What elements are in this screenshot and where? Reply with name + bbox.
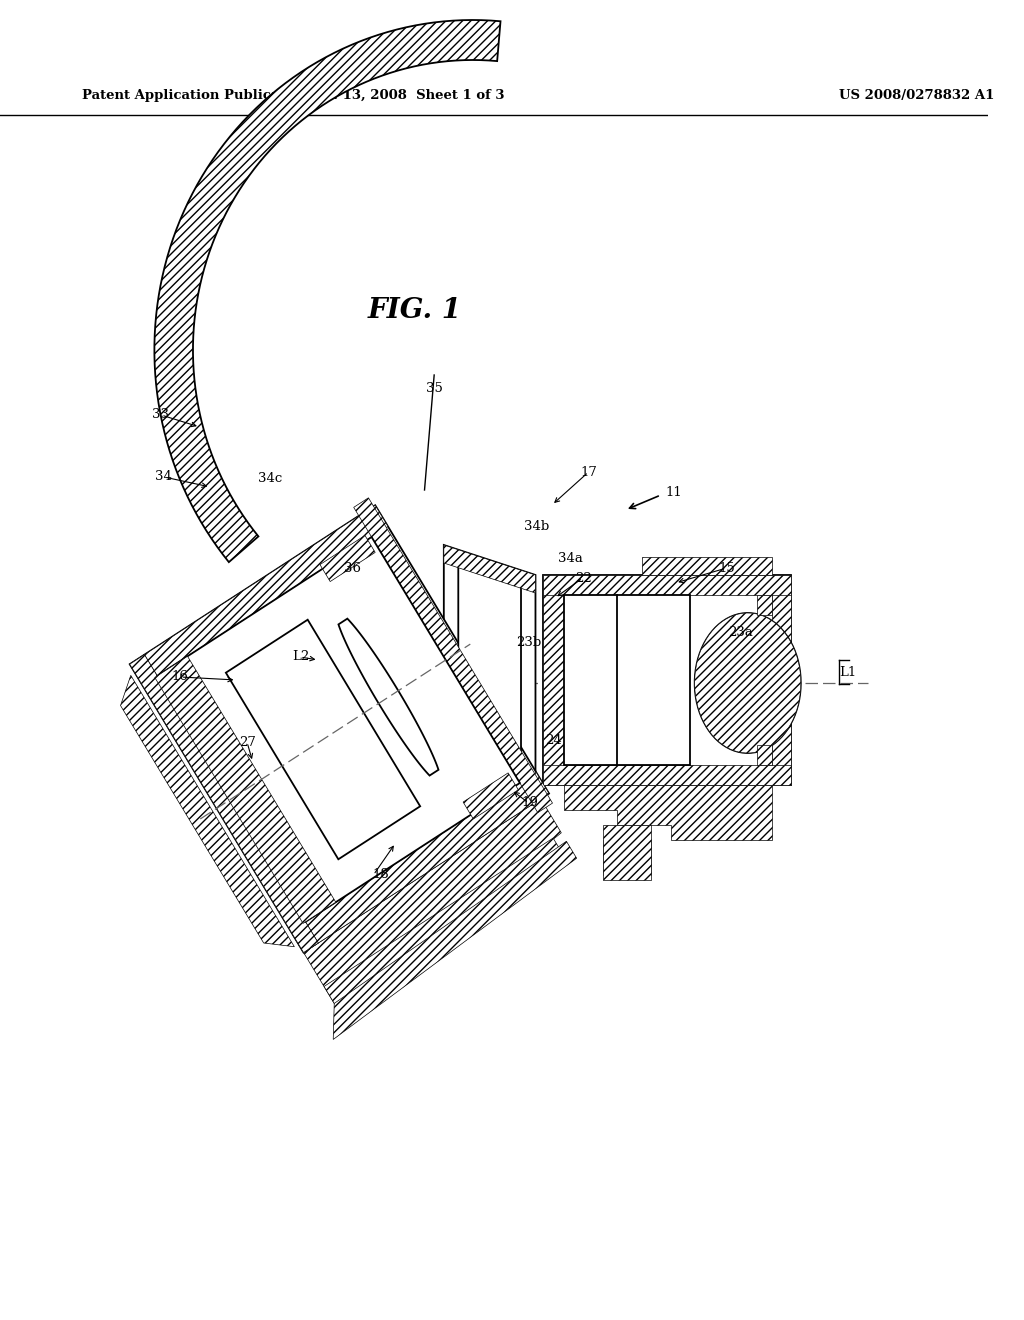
- Polygon shape: [443, 780, 536, 814]
- Polygon shape: [353, 498, 553, 813]
- Polygon shape: [130, 655, 318, 953]
- Text: 34c: 34c: [258, 471, 282, 484]
- Polygon shape: [543, 576, 792, 595]
- Polygon shape: [319, 536, 375, 582]
- Polygon shape: [443, 545, 536, 814]
- Text: 11: 11: [666, 487, 682, 499]
- Text: 23a: 23a: [728, 627, 754, 639]
- Text: FIG. 1: FIG. 1: [368, 297, 462, 323]
- Polygon shape: [543, 576, 564, 785]
- Text: 34a: 34a: [558, 553, 583, 565]
- Polygon shape: [463, 774, 518, 818]
- Polygon shape: [758, 595, 772, 615]
- Text: Patent Application Publication: Patent Application Publication: [82, 88, 309, 102]
- Polygon shape: [564, 785, 772, 840]
- Polygon shape: [543, 766, 792, 785]
- Polygon shape: [324, 838, 561, 1020]
- Text: Nov. 13, 2008  Sheet 1 of 3: Nov. 13, 2008 Sheet 1 of 3: [306, 88, 505, 102]
- Text: 33: 33: [152, 408, 169, 421]
- Text: 27: 27: [240, 735, 256, 748]
- Polygon shape: [130, 506, 549, 953]
- Polygon shape: [443, 545, 536, 593]
- Polygon shape: [772, 576, 792, 785]
- Text: 34: 34: [155, 470, 172, 483]
- Polygon shape: [543, 576, 792, 785]
- Polygon shape: [155, 656, 336, 924]
- Text: 17: 17: [581, 466, 598, 479]
- Polygon shape: [642, 557, 772, 576]
- Polygon shape: [155, 20, 501, 562]
- Polygon shape: [603, 840, 651, 875]
- Text: US 2008/0278832 A1: US 2008/0278832 A1: [840, 88, 994, 102]
- Text: 34b: 34b: [524, 520, 549, 533]
- Polygon shape: [158, 537, 520, 921]
- Text: L2: L2: [292, 651, 309, 664]
- Polygon shape: [459, 560, 521, 800]
- Text: 19: 19: [521, 796, 538, 809]
- Polygon shape: [339, 619, 438, 776]
- Polygon shape: [603, 825, 651, 880]
- Text: 18: 18: [373, 869, 389, 882]
- Text: 16: 16: [171, 671, 188, 684]
- Polygon shape: [758, 744, 772, 766]
- Text: 15: 15: [719, 561, 735, 574]
- Polygon shape: [333, 841, 577, 1039]
- Polygon shape: [130, 655, 318, 953]
- Polygon shape: [130, 506, 388, 685]
- Polygon shape: [121, 676, 294, 946]
- Polygon shape: [226, 619, 420, 859]
- Polygon shape: [303, 799, 561, 1012]
- Polygon shape: [694, 612, 801, 752]
- Text: 35: 35: [426, 381, 442, 395]
- Text: L1: L1: [840, 665, 857, 678]
- Polygon shape: [564, 595, 690, 766]
- Polygon shape: [291, 772, 549, 953]
- Polygon shape: [694, 612, 801, 752]
- Text: 22: 22: [575, 572, 592, 585]
- Text: 24: 24: [545, 734, 562, 747]
- Text: 36: 36: [344, 561, 360, 574]
- Text: 23b: 23b: [516, 636, 542, 649]
